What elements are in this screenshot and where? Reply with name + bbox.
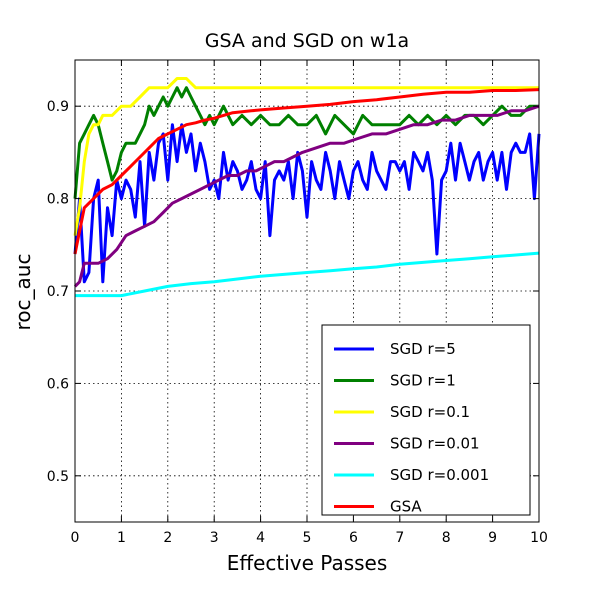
series-line-gsa xyxy=(73,88,540,255)
x-tick-label: 2 xyxy=(163,530,172,546)
legend-label-sgd-r-0-01: SGD r=0.01 xyxy=(390,435,480,453)
x-tick-label: 5 xyxy=(303,530,312,546)
series-line-sgd-r-0-01 xyxy=(73,104,540,288)
y-tick-label: 0.7 xyxy=(47,284,69,300)
x-tick-label: 0 xyxy=(71,530,80,546)
x-axis-label: Effective Passes xyxy=(227,551,388,575)
series-line-sgd-r-5 xyxy=(73,123,541,284)
legend: SGD r=5 SGD r=1 SGD r=0.1 SGD r=0.01 SGD r=0… xyxy=(321,324,531,516)
y-tick-label: 0.9 xyxy=(47,99,69,115)
legend-label-sgd-r-1: SGD r=1 xyxy=(390,372,456,390)
x-tick-label: 10 xyxy=(530,530,548,546)
legend-label-sgd-r-0-001: SGD r=0.001 xyxy=(390,466,489,484)
y-tick-label: 0.6 xyxy=(47,376,69,392)
x-tick-label: 4 xyxy=(256,530,265,546)
series-line-sgd-r-0-001 xyxy=(75,251,540,298)
x-tick-label: 3 xyxy=(210,530,219,546)
x-tick-label: 7 xyxy=(395,530,404,546)
legend-label-sgd-r-5: SGD r=5 xyxy=(390,340,456,358)
gridlines xyxy=(75,60,539,522)
legend-label-sgd-r-0-1: SGD r=0.1 xyxy=(390,403,470,421)
x-tick-label: 8 xyxy=(442,530,451,546)
y-axis-label: roc_auc xyxy=(11,254,35,331)
y-tick-label: 0.5 xyxy=(47,469,69,485)
x-tick-label: 9 xyxy=(488,530,497,546)
x-tick-label: 1 xyxy=(117,530,126,546)
x-tick-label: 6 xyxy=(349,530,358,546)
axis-ticks: 0 1 2 3 4 5 6 7 8 9 10 0.5 0.6 0.7 0.8 0.9 xyxy=(47,60,548,546)
y-tick-label: 0.8 xyxy=(47,192,69,208)
series-line-sgd-r-1 xyxy=(73,86,539,199)
series-line-sgd-r-0-1 xyxy=(73,77,539,236)
chart-title: GSA and SGD on w1a xyxy=(205,30,409,52)
legend-box xyxy=(321,324,531,516)
legend-label-gsa: GSA xyxy=(390,498,422,516)
series-lines xyxy=(73,77,541,298)
